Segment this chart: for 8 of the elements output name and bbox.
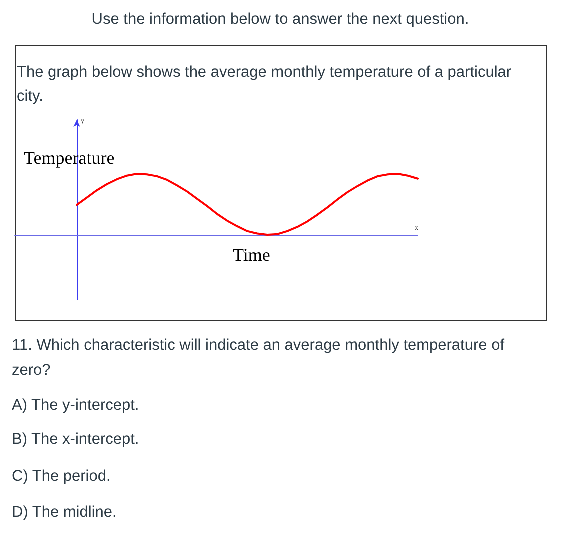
text: C) The period. xyxy=(12,467,111,487)
x-axis-title: Time xyxy=(233,244,270,267)
text: 11. Which characteristic will indicate an average monthly temperature of zero? xyxy=(12,336,506,381)
text: B) The x-intercept. xyxy=(12,430,140,450)
text: D) The midline. xyxy=(12,503,117,523)
text: A) The y-intercept. xyxy=(12,396,140,416)
chart-subtitle: The graph below shows the average monthly temperature of a particular city. xyxy=(17,63,513,107)
chart-title: Use the information below to answer the next question. xyxy=(90,10,470,30)
